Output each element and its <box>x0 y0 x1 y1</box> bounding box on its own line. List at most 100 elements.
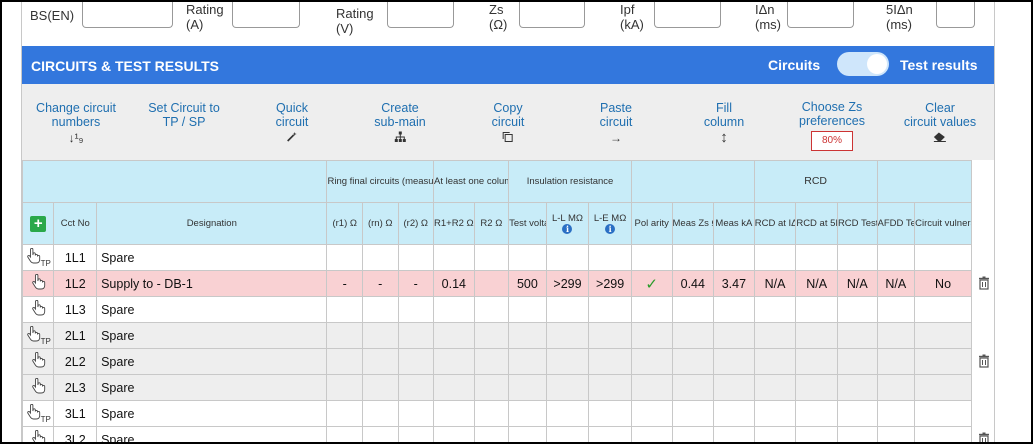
polarity-cell[interactable] <box>630 348 673 375</box>
test-voltage-cell[interactable] <box>508 348 547 375</box>
vulnerable-cell[interactable] <box>914 322 972 349</box>
ll-cell[interactable] <box>545 322 590 349</box>
rcd-5idn-cell[interactable] <box>795 244 838 271</box>
table-row[interactable]: TP 3L1 Spare <box>22 400 972 427</box>
rcd-idn-cell[interactable] <box>753 348 797 375</box>
change-circuit-numbers-button[interactable]: Change circuit numbers ↓¹₉ <box>36 101 116 145</box>
test-voltage-cell[interactable]: 500 <box>508 270 547 297</box>
rn-cell[interactable] <box>361 296 399 323</box>
polarity-cell[interactable] <box>630 244 673 271</box>
test-voltage-cell[interactable] <box>508 426 547 442</box>
r1r2-cell[interactable] <box>433 244 475 271</box>
le-cell[interactable] <box>588 348 632 375</box>
zs-input[interactable] <box>519 2 585 28</box>
meas-zs-cell[interactable] <box>671 296 715 323</box>
rcd-test-cell[interactable] <box>836 348 878 375</box>
table-row[interactable]: 3L2 Spare <box>22 426 972 442</box>
rcd-idn-cell[interactable] <box>753 244 797 271</box>
zs-preferences-button[interactable]: Choose Zs preferences 80% <box>799 100 865 151</box>
ll-cell[interactable] <box>545 374 590 401</box>
meas-ka-cell[interactable]: 3.47 <box>713 270 755 297</box>
ll-cell[interactable] <box>545 400 590 427</box>
le-cell[interactable] <box>588 400 632 427</box>
rcd-5idn-cell[interactable]: N/A <box>795 270 838 297</box>
ipf-input[interactable] <box>654 2 721 28</box>
polarity-cell[interactable] <box>630 426 673 442</box>
info-icon[interactable]: i <box>605 223 616 234</box>
vulnerable-cell[interactable] <box>914 244 972 271</box>
copy-circuit-button[interactable]: Copy circuit <box>492 101 524 146</box>
rcd-5idn-cell[interactable] <box>795 374 838 401</box>
R2-cell[interactable] <box>473 348 510 375</box>
r1-cell[interactable] <box>326 322 363 349</box>
r1r2-cell[interactable] <box>433 348 475 375</box>
view-toggle[interactable] <box>837 52 889 76</box>
rn-cell[interactable] <box>361 322 399 349</box>
test-voltage-cell[interactable] <box>508 322 547 349</box>
meas-zs-cell[interactable] <box>671 374 715 401</box>
ll-cell[interactable] <box>545 296 590 323</box>
bsen-input[interactable] <box>82 2 173 28</box>
select-row-cell[interactable]: TP <box>22 244 55 271</box>
vulnerable-cell[interactable] <box>914 374 972 401</box>
meas-ka-cell[interactable] <box>713 400 755 427</box>
r2-cell[interactable] <box>397 296 435 323</box>
meas-zs-cell[interactable] <box>671 400 715 427</box>
designation-cell[interactable]: Spare <box>96 296 328 323</box>
r1r2-cell[interactable] <box>433 374 475 401</box>
rcd-5idn-cell[interactable] <box>795 296 838 323</box>
rcd-idn-cell[interactable]: N/A <box>753 270 797 297</box>
meas-zs-cell[interactable]: 0.44 <box>671 270 715 297</box>
afdd-cell[interactable] <box>876 400 916 427</box>
table-row[interactable]: 1L3 Spare <box>22 296 972 323</box>
rcd-idn-cell[interactable] <box>753 322 797 349</box>
rn-cell[interactable] <box>361 426 399 442</box>
ll-cell[interactable] <box>545 244 590 271</box>
delete-circuit-icon[interactable] <box>978 354 990 368</box>
rcd-test-cell[interactable] <box>836 296 878 323</box>
create-sub-main-button[interactable]: Create sub-main <box>374 101 426 146</box>
rcd-5idn-cell[interactable] <box>795 348 838 375</box>
select-row-cell[interactable] <box>22 426 55 442</box>
rcd-test-cell[interactable] <box>836 374 878 401</box>
R2-cell[interactable] <box>473 374 510 401</box>
rn-cell[interactable] <box>361 400 399 427</box>
afdd-cell[interactable] <box>876 322 916 349</box>
rcd-test-cell[interactable] <box>836 244 878 271</box>
r2-cell[interactable] <box>397 400 435 427</box>
polarity-cell[interactable]: ✓ <box>630 270 673 297</box>
designation-cell[interactable]: Spare <box>96 426 328 442</box>
rn-cell[interactable]: - <box>361 270 399 297</box>
r1-cell[interactable] <box>326 400 363 427</box>
designation-cell[interactable]: Spare <box>96 244 328 271</box>
5idn-input[interactable] <box>936 2 975 28</box>
vulnerable-cell[interactable] <box>914 296 972 323</box>
rcd-idn-cell[interactable] <box>753 374 797 401</box>
polarity-cell[interactable] <box>630 296 673 323</box>
rcd-5idn-cell[interactable] <box>795 322 838 349</box>
ll-cell[interactable] <box>545 348 590 375</box>
delete-circuit-icon[interactable] <box>978 276 990 290</box>
select-row-cell[interactable] <box>22 374 55 401</box>
table-row[interactable]: 2L2 Spare <box>22 348 972 375</box>
r1r2-cell[interactable] <box>433 400 475 427</box>
test-voltage-cell[interactable] <box>508 400 547 427</box>
r1-cell[interactable] <box>326 426 363 442</box>
delete-circuit-icon[interactable] <box>978 432 990 444</box>
fill-column-button[interactable]: Fill column ↕ <box>703 101 745 146</box>
designation-cell[interactable]: Spare <box>96 348 328 375</box>
ll-cell[interactable] <box>545 426 590 442</box>
afdd-cell[interactable]: N/A <box>876 270 916 297</box>
designation-cell[interactable]: Spare <box>96 400 328 427</box>
rcd-test-cell[interactable] <box>836 322 878 349</box>
polarity-cell[interactable] <box>630 400 673 427</box>
r2-cell[interactable] <box>397 244 435 271</box>
set-tp-sp-button[interactable]: Set Circuit to TP / SP <box>148 101 220 129</box>
r2-cell[interactable] <box>397 426 435 442</box>
rcd-idn-cell[interactable] <box>753 296 797 323</box>
meas-ka-cell[interactable] <box>713 374 755 401</box>
rn-cell[interactable] <box>361 244 399 271</box>
info-icon[interactable]: i <box>562 223 573 234</box>
afdd-cell[interactable] <box>876 374 916 401</box>
meas-zs-cell[interactable] <box>671 322 715 349</box>
